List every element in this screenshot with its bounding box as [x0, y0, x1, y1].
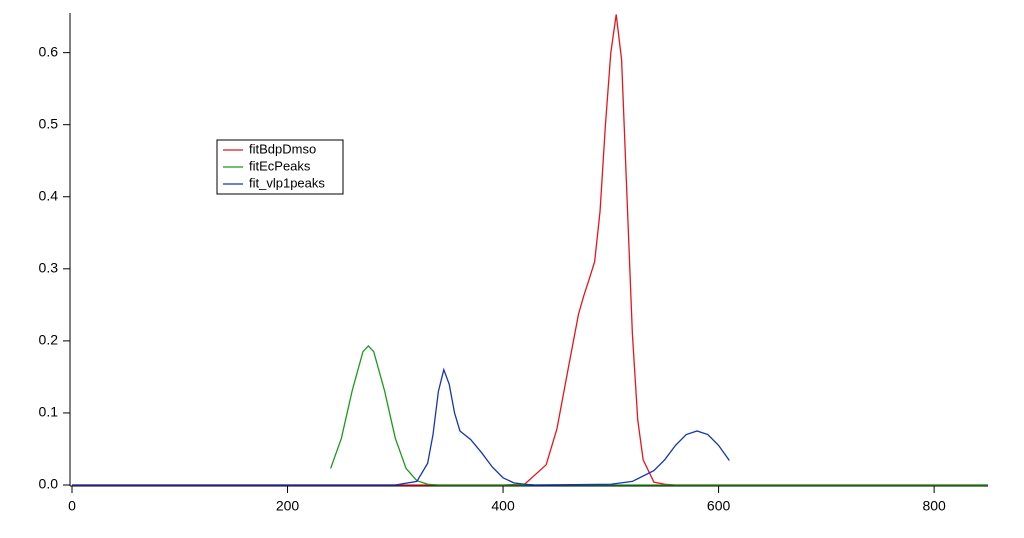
y-tick-label: 0.4 [39, 187, 59, 203]
legend-label: fitBdpDmso [249, 141, 316, 156]
y-tick-label: 0.5 [39, 115, 59, 131]
x-tick-label: 600 [707, 498, 731, 514]
y-tick-label: 0.3 [39, 260, 59, 276]
line [330, 344, 988, 486]
legend-label: fit_vlp1peaks [249, 175, 325, 190]
x-tick-label: 400 [491, 498, 515, 514]
y-tick-label: 0.0 [39, 476, 59, 492]
y-tick-label: 0.2 [39, 332, 59, 348]
x-tick-label: 800 [922, 498, 946, 514]
line [72, 367, 730, 486]
legend-label: fitEcPeaks [249, 158, 311, 173]
y-tick-label: 0.6 [39, 43, 59, 59]
y-tick-label: 0.1 [39, 404, 59, 420]
x-tick-label: 0 [68, 498, 76, 514]
line [72, 14, 988, 486]
legend: fitBdpDmso fitEcPeaks fit_vlp1peaks [216, 139, 344, 195]
x-tick-label: 200 [276, 498, 300, 514]
